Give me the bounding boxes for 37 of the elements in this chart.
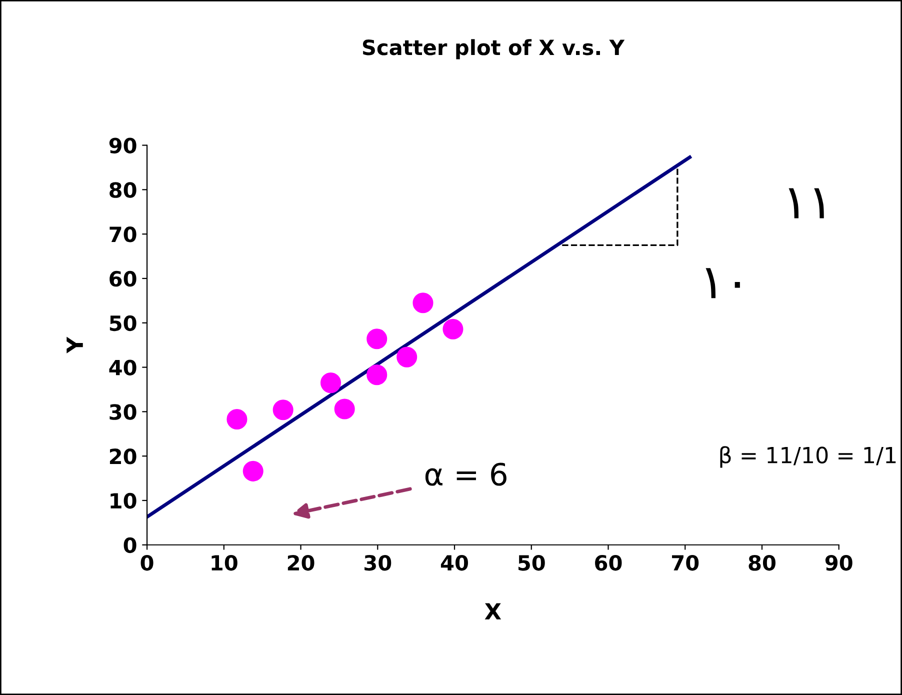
- point: [272, 400, 294, 420]
- x-tick-label: 0: [140, 554, 154, 571]
- y-tick-label: 70: [110, 226, 136, 242]
- point: [334, 398, 355, 420]
- y-tick-label: 20: [110, 448, 136, 464]
- x-tick-label: 40: [440, 554, 468, 571]
- point: [320, 372, 342, 394]
- annotation: ۱۱: [788, 188, 824, 218]
- x-tick-label: 30: [364, 554, 392, 571]
- annotation: β = 11/10 = 1/1: [720, 446, 896, 468]
- y-tick-label: 80: [110, 182, 136, 198]
- x-tick-label: 90: [825, 554, 852, 571]
- y-tick-label: 30: [110, 404, 136, 420]
- point: [442, 318, 464, 340]
- x-tick-label: 10: [212, 554, 238, 571]
- y-tick-label: 40: [109, 360, 136, 376]
- y-tick-label: 10: [110, 492, 136, 509]
- y-axis-title: Y: [66, 336, 83, 354]
- y-tick-label: 90: [109, 138, 136, 154]
- point: [396, 346, 418, 368]
- point: [366, 328, 388, 350]
- y-tick-label: 0: [124, 537, 136, 554]
- point: [226, 408, 248, 430]
- x-tick-label: 20: [288, 554, 314, 571]
- x-tick-label: 80: [748, 554, 776, 571]
- x-tick-label: 50: [518, 554, 545, 571]
- point: [242, 460, 264, 482]
- annotation: ۱۰: [706, 268, 740, 298]
- y-tick-label: 50: [110, 315, 136, 332]
- chart-title: Scatter plot of X v.s. Y: [362, 39, 625, 60]
- y-tick-label: 60: [110, 270, 136, 287]
- annotation: α = 6: [425, 462, 506, 486]
- x-tick-label: 70: [672, 554, 699, 571]
- point: [412, 292, 434, 314]
- x-axis-title: X: [484, 603, 502, 620]
- x-tick-label: 60: [595, 554, 622, 571]
- point: [366, 364, 388, 386]
